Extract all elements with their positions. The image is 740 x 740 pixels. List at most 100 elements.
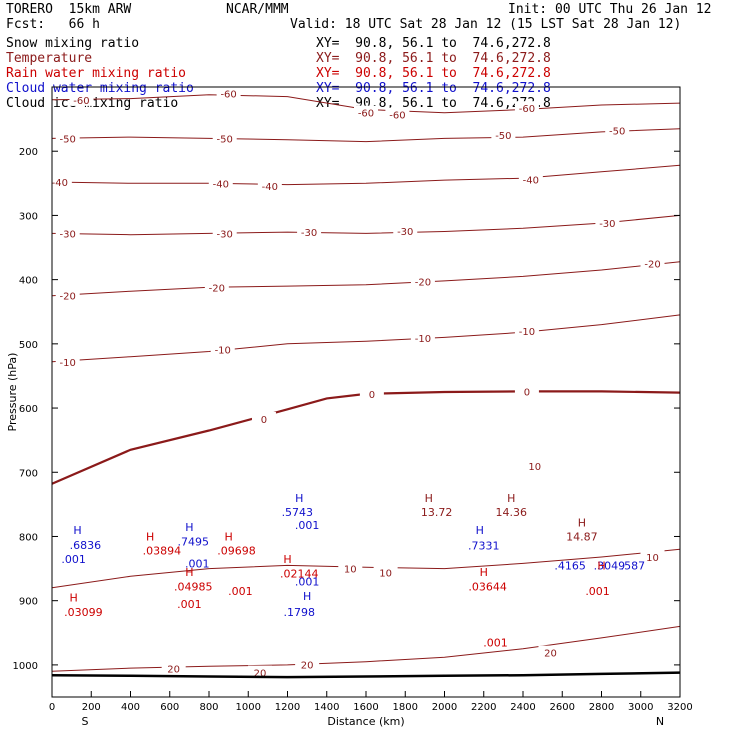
- forecast-hour: Fcst: 66 h: [6, 17, 100, 32]
- x-tick-label: 1600: [353, 702, 378, 713]
- legend-label: Temperature: [6, 51, 93, 66]
- isotherm-label-bg: [595, 216, 620, 230]
- field-annotation: .001: [185, 557, 210, 570]
- x-tick-label: 0: [49, 702, 55, 713]
- field-annotation: H: [295, 492, 303, 505]
- isotherm-label: -10: [60, 358, 76, 369]
- isotherm-label-bg: [55, 226, 80, 240]
- isotherm-label-bg: [640, 550, 665, 564]
- field-annotation: H: [283, 553, 291, 566]
- isotherm-label: -60: [73, 96, 89, 107]
- isotherm-label: -50: [609, 127, 625, 138]
- isotherm-label: -40: [523, 175, 539, 186]
- isotherm-label: -50: [495, 131, 511, 142]
- isotherm-label: -60: [519, 104, 535, 115]
- field-annotation: H: [73, 524, 81, 537]
- isotherm-label: -20: [644, 260, 660, 271]
- isotherm-label: 20: [167, 665, 180, 676]
- isotherm-label-bg: [47, 175, 72, 189]
- isotherm-label: -10: [415, 334, 431, 345]
- field-annotation: .6836: [70, 539, 102, 552]
- valid-time: Valid: 18 UTC Sat 28 Jan 12 (15 LST Sat …: [290, 17, 682, 32]
- field-annotation: .587: [621, 559, 646, 572]
- field-annotation: .001: [585, 585, 610, 598]
- legend-label: Rain water mixing ratio: [6, 66, 187, 81]
- legend-xy-range: XY= 90.8, 56.1 to 74.6,272.8: [316, 66, 551, 81]
- field-annotation: .3049: [594, 559, 626, 572]
- isotherm-label-bg: [514, 324, 539, 337]
- isotherm-label-bg: [295, 657, 320, 671]
- init-time: Init: 00 UTC Thu 26 Jan 12: [508, 2, 712, 17]
- isotherm-label: -40: [262, 182, 278, 193]
- isotherm-label-bg: [210, 342, 235, 356]
- field-annotation: .04985: [174, 581, 213, 594]
- isotherm-line: [51, 314, 681, 363]
- isotherm-line: [51, 128, 681, 143]
- isotherm-label-bg: [257, 178, 282, 192]
- x-tick-label: 2000: [432, 702, 457, 713]
- isotherm-label-bg: [297, 225, 322, 239]
- x-tick-label: 200: [82, 702, 101, 713]
- isotherm-label: -50: [217, 134, 233, 145]
- isotherm-label: 20: [254, 669, 267, 680]
- field-annotation: .03644: [468, 581, 507, 594]
- isotherm-label: -30: [301, 228, 317, 239]
- isotherm-label-bg: [385, 107, 410, 121]
- isotherm-label-bg: [393, 223, 418, 237]
- ground-surface-line: [51, 671, 681, 679]
- field-annotation: .03099: [64, 606, 103, 619]
- x-tick-label: 400: [121, 702, 140, 713]
- legend-xy-range: XY= 90.8, 56.1 to 74.6,272.8: [316, 36, 551, 51]
- isotherm-line: [51, 625, 681, 672]
- isotherm-label-bg: [251, 411, 276, 425]
- isotherm-label: -10: [519, 327, 535, 338]
- field-annotation: H: [578, 516, 586, 529]
- y-tick-label: 300: [19, 211, 38, 222]
- field-annotation: .4165: [554, 559, 586, 572]
- x-tick-label: 1800: [393, 702, 418, 713]
- isotherm-label: 20: [544, 649, 557, 660]
- field-annotation: .03894: [143, 545, 182, 558]
- isotherm-label: 0: [524, 387, 530, 398]
- isotherm-label-bg: [248, 665, 273, 679]
- field-annotation: H: [425, 492, 433, 505]
- isotherm-label: 10: [344, 565, 357, 576]
- x-tick-label: 1200: [275, 702, 300, 713]
- field-annotation: .09698: [217, 545, 256, 558]
- field-annotation: .001: [483, 636, 508, 649]
- north-label: N: [656, 715, 664, 728]
- field-annotation: .001: [228, 585, 253, 598]
- isotherm-label-bg: [161, 661, 186, 675]
- field-annotation: .5743: [282, 506, 314, 519]
- isotherm-label: -20: [415, 278, 431, 289]
- field-annotation: .7331: [468, 539, 500, 552]
- isotherm-label: -50: [60, 134, 76, 145]
- isotherm-label-bg: [216, 86, 241, 100]
- field-annotation: H: [224, 530, 232, 543]
- isotherm-label-bg: [522, 458, 547, 472]
- x-tick-label: 2200: [471, 702, 496, 713]
- isotherm-label: -10: [215, 346, 231, 357]
- isotherm-label-bg: [373, 565, 398, 579]
- isotherm-label-bg: [69, 92, 94, 106]
- isotherm-label: -60: [220, 89, 236, 100]
- field-annotation: .02144: [280, 568, 319, 581]
- isotherm-line: [51, 390, 681, 485]
- x-tick-label: 600: [160, 702, 179, 713]
- field-annotation: .001: [295, 575, 320, 588]
- isotherm-label: -30: [60, 229, 76, 240]
- legend-label: Snow mixing ratio: [6, 36, 140, 51]
- x-tick-label: 2400: [510, 702, 535, 713]
- y-tick-label: 1000: [13, 661, 38, 672]
- isotherm-label: -60: [389, 111, 405, 122]
- isotherm-label-bg: [55, 131, 80, 145]
- field-annotation: .001: [295, 519, 320, 532]
- center-label: NCAR/MMM: [226, 2, 289, 17]
- isotherm-label: -30: [217, 229, 233, 240]
- field-annotation: H: [185, 566, 193, 579]
- field-annotation: H: [507, 492, 515, 505]
- field-annotation: 14.36: [495, 506, 527, 519]
- field-annotation: 13.72: [421, 506, 453, 519]
- isotherm-line: [51, 261, 681, 297]
